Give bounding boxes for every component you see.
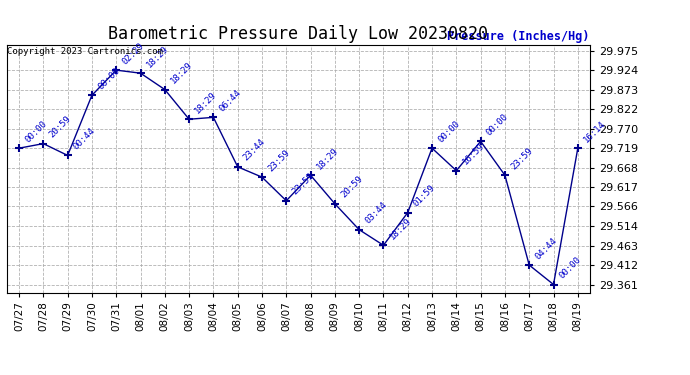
Text: 00:00: 00:00 <box>558 255 583 280</box>
Text: 02:29: 02:29 <box>120 40 146 66</box>
Text: 23:59: 23:59 <box>509 146 535 171</box>
Text: 23:59: 23:59 <box>290 171 316 196</box>
Text: Copyright 2023 Cartronics.com: Copyright 2023 Cartronics.com <box>7 48 163 57</box>
Text: 18:29: 18:29 <box>145 44 170 69</box>
Text: 00:44: 00:44 <box>72 126 97 151</box>
Text: 18:29: 18:29 <box>193 90 219 115</box>
Text: 20:59: 20:59 <box>339 174 364 200</box>
Text: 00:00: 00:00 <box>23 118 48 144</box>
Title: Barometric Pressure Daily Low 20230820: Barometric Pressure Daily Low 20230820 <box>108 26 489 44</box>
Text: 04:44: 04:44 <box>533 236 559 261</box>
Text: 18:29: 18:29 <box>315 146 340 171</box>
Text: 18:29: 18:29 <box>388 216 413 241</box>
Text: 00:00: 00:00 <box>436 118 462 144</box>
Text: 06:44: 06:44 <box>217 88 243 113</box>
Text: 00:00: 00:00 <box>485 112 510 137</box>
Text: 03:44: 03:44 <box>364 200 388 225</box>
Text: 23:44: 23:44 <box>242 137 267 163</box>
Text: 00:00: 00:00 <box>96 66 121 91</box>
Text: 01:59: 01:59 <box>412 183 437 209</box>
Text: 16:14: 16:14 <box>582 118 607 144</box>
Text: 23:59: 23:59 <box>266 148 291 173</box>
Text: 16:59: 16:59 <box>460 141 486 166</box>
Text: Pressure (Inches/Hg): Pressure (Inches/Hg) <box>447 30 590 42</box>
Text: 20:59: 20:59 <box>48 114 73 140</box>
Text: 18:29: 18:29 <box>169 60 195 86</box>
